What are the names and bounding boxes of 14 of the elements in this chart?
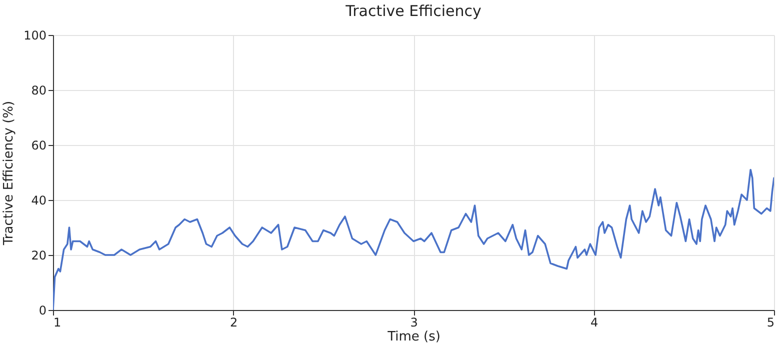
y-tick-label: 40: [31, 194, 46, 208]
y-tick-label: 20: [31, 248, 46, 262]
y-tick-label: 0: [38, 304, 46, 318]
x-axis-title: Time (s): [386, 330, 440, 344]
y-tick-label: 80: [31, 84, 46, 98]
x-tick-label: 5: [766, 316, 774, 330]
chart-title: Tractive Efficiency: [344, 2, 482, 20]
x-tick-label: 4: [590, 316, 598, 330]
y-tick-label: 100: [24, 28, 46, 42]
y-tick-label: 60: [31, 138, 46, 152]
x-tick-label: 2: [230, 316, 238, 330]
x-tick-label: 1: [54, 316, 62, 330]
x-tick-label: 3: [410, 316, 418, 330]
y-axis-title: Tractive Efficiency (%): [2, 100, 17, 246]
